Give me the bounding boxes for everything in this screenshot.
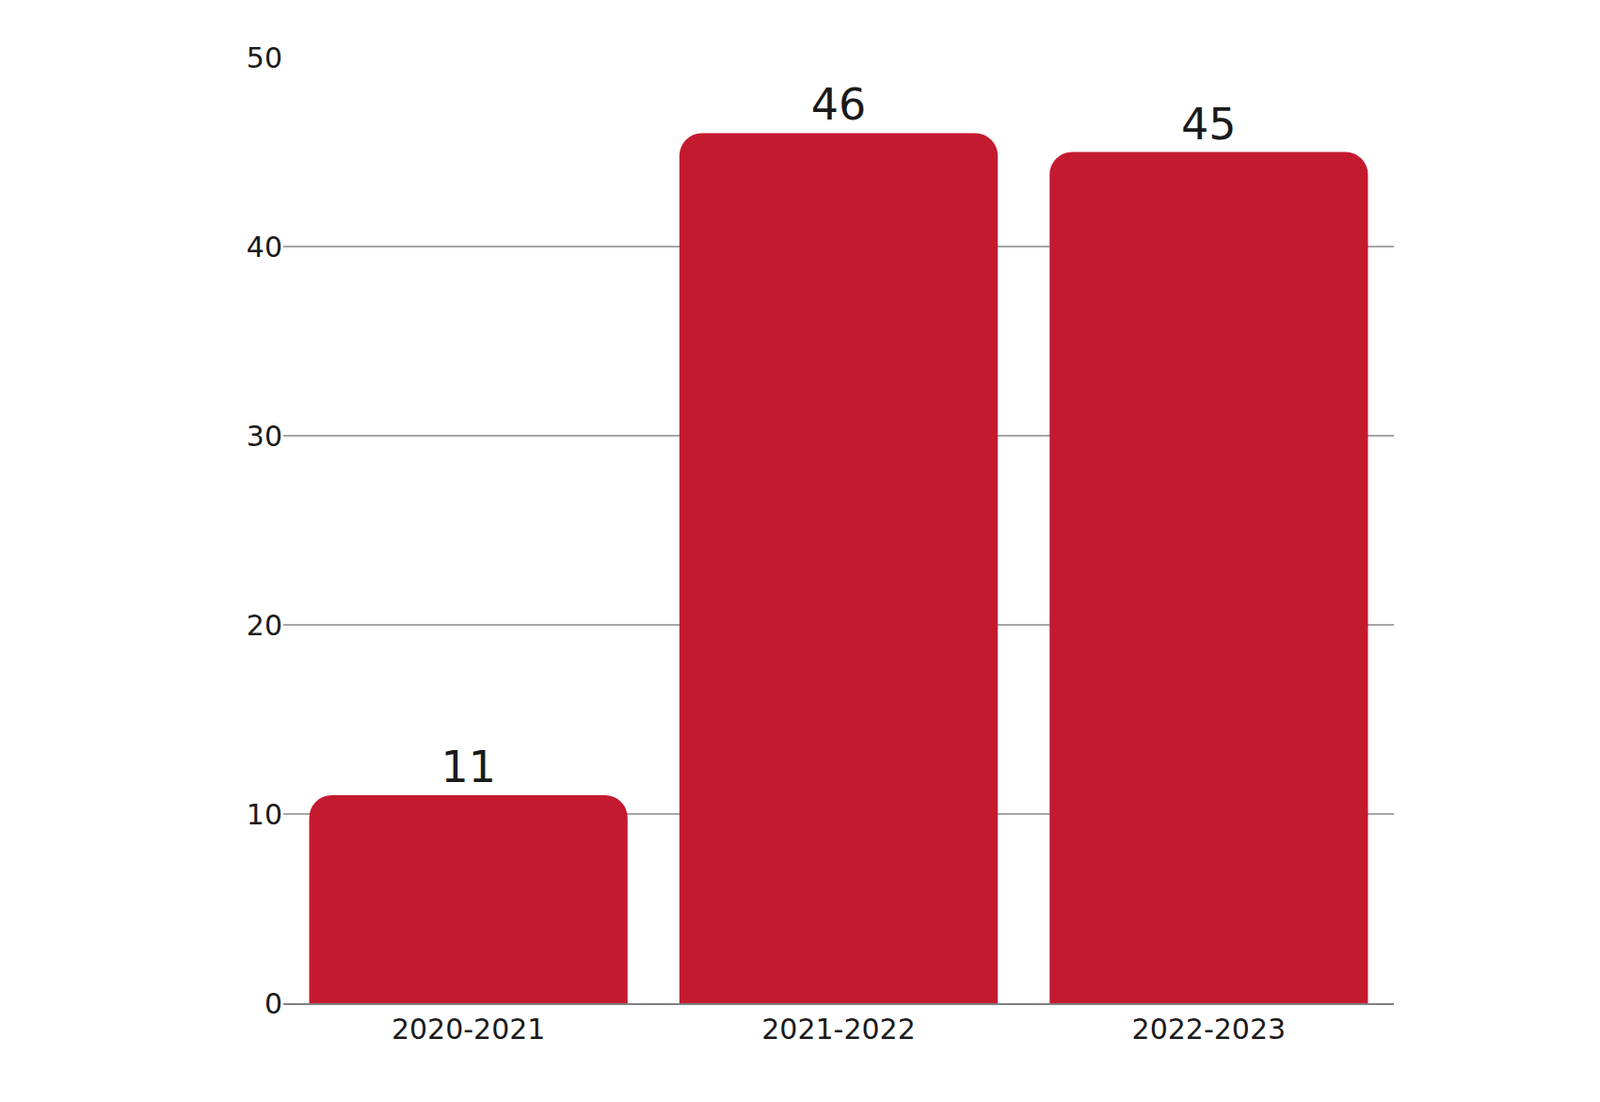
svg-text:46: 46 (811, 79, 867, 130)
svg-text:0: 0 (264, 987, 283, 1021)
svg-text:40: 40 (246, 230, 283, 264)
svg-text:2022-2023: 2022-2023 (1132, 1012, 1287, 1046)
svg-text:20: 20 (246, 608, 283, 642)
svg-text:2020-2021: 2020-2021 (391, 1012, 546, 1046)
svg-text:10: 10 (246, 798, 283, 832)
svg-text:2021-2022: 2021-2022 (761, 1012, 916, 1046)
svg-text:50: 50 (246, 41, 283, 75)
svg-text:30: 30 (246, 419, 283, 453)
svg-text:11: 11 (440, 741, 496, 793)
svg-text:45: 45 (1181, 98, 1237, 150)
